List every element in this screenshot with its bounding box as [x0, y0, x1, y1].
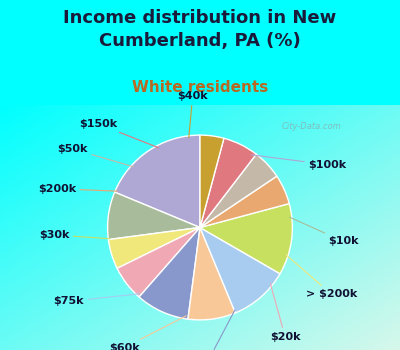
Text: White residents: White residents [132, 80, 268, 95]
Text: $100k: $100k [252, 155, 346, 170]
Text: $30k: $30k [39, 230, 110, 240]
Wedge shape [200, 154, 277, 228]
Text: $10k: $10k [290, 217, 358, 246]
Wedge shape [117, 228, 200, 297]
Wedge shape [200, 228, 280, 313]
Wedge shape [200, 176, 289, 228]
Wedge shape [139, 228, 200, 319]
Wedge shape [108, 228, 200, 268]
Text: $200k: $200k [38, 184, 117, 194]
Wedge shape [200, 138, 256, 228]
Text: $75k: $75k [54, 294, 139, 306]
Wedge shape [115, 135, 200, 228]
Text: $50k: $50k [57, 144, 133, 167]
Text: $20k: $20k [270, 284, 300, 342]
Text: $125k: $125k [190, 310, 235, 350]
Wedge shape [188, 228, 235, 320]
Text: $40k: $40k [177, 91, 208, 138]
Text: $60k: $60k [109, 316, 186, 350]
Text: City-Data.com: City-Data.com [282, 122, 342, 131]
Text: > $200k: > $200k [286, 255, 357, 299]
Text: $150k: $150k [79, 119, 158, 148]
Wedge shape [200, 204, 292, 274]
Wedge shape [108, 192, 200, 239]
Wedge shape [200, 135, 224, 228]
Text: Income distribution in New
Cumberland, PA (%): Income distribution in New Cumberland, P… [63, 9, 337, 50]
